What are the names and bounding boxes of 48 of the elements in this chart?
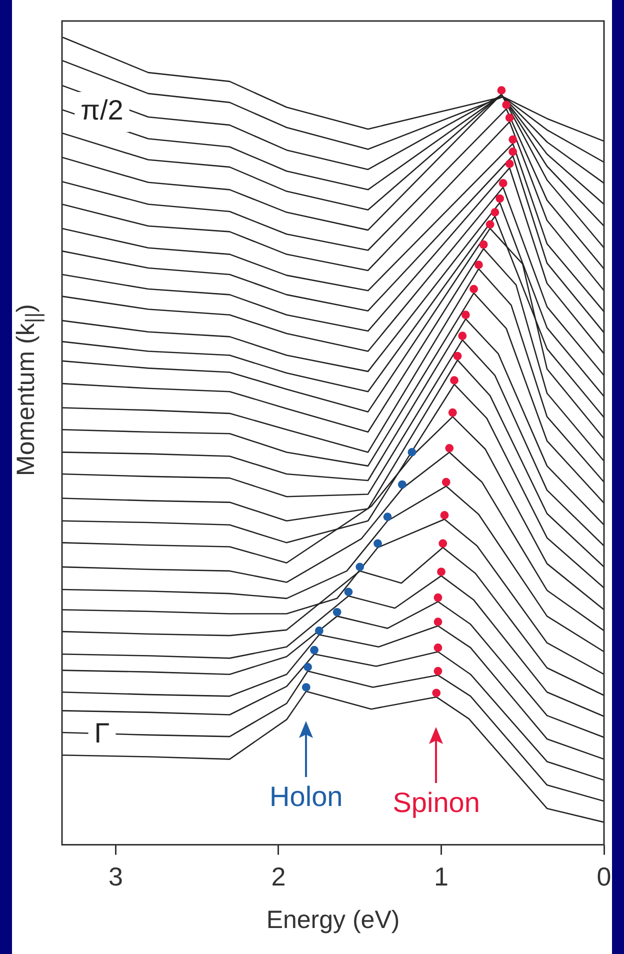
x-tick-label: 2 [271, 862, 286, 892]
point [498, 179, 508, 188]
point [374, 539, 382, 548]
x-tick-label: 3 [108, 862, 123, 892]
point [434, 618, 442, 626]
point [508, 135, 518, 144]
point [432, 688, 441, 698]
point [450, 376, 458, 385]
point [461, 310, 470, 320]
point [332, 608, 342, 616]
point [442, 478, 450, 486]
point [434, 643, 442, 652]
point [497, 86, 506, 95]
point [486, 220, 494, 229]
point [448, 408, 457, 417]
point [310, 646, 318, 654]
point [502, 100, 511, 110]
point [434, 666, 442, 676]
point [344, 588, 353, 596]
annotation: π/2 [80, 94, 124, 126]
point [505, 160, 514, 168]
x-tick-label: 0 [596, 862, 612, 892]
x-axis-title: Energy (eV) [266, 906, 400, 934]
annotation: Spinon [392, 786, 480, 819]
point [302, 683, 310, 692]
point [383, 512, 392, 522]
point [438, 539, 448, 548]
point [508, 148, 518, 156]
point [314, 626, 324, 635]
point [398, 480, 406, 489]
point [304, 662, 312, 672]
point [453, 352, 462, 360]
point [505, 114, 514, 122]
point [408, 448, 416, 456]
annotation: Holon [270, 781, 343, 814]
point [434, 593, 442, 602]
point [490, 208, 500, 216]
point [445, 444, 454, 452]
annotation: Γ [94, 718, 110, 749]
point [458, 332, 467, 340]
point [437, 568, 446, 576]
point [474, 260, 483, 269]
x-tick-label: 1 [434, 862, 448, 892]
point [356, 562, 364, 572]
point [440, 511, 449, 520]
point [479, 240, 488, 249]
point [470, 284, 478, 294]
point [496, 194, 504, 203]
